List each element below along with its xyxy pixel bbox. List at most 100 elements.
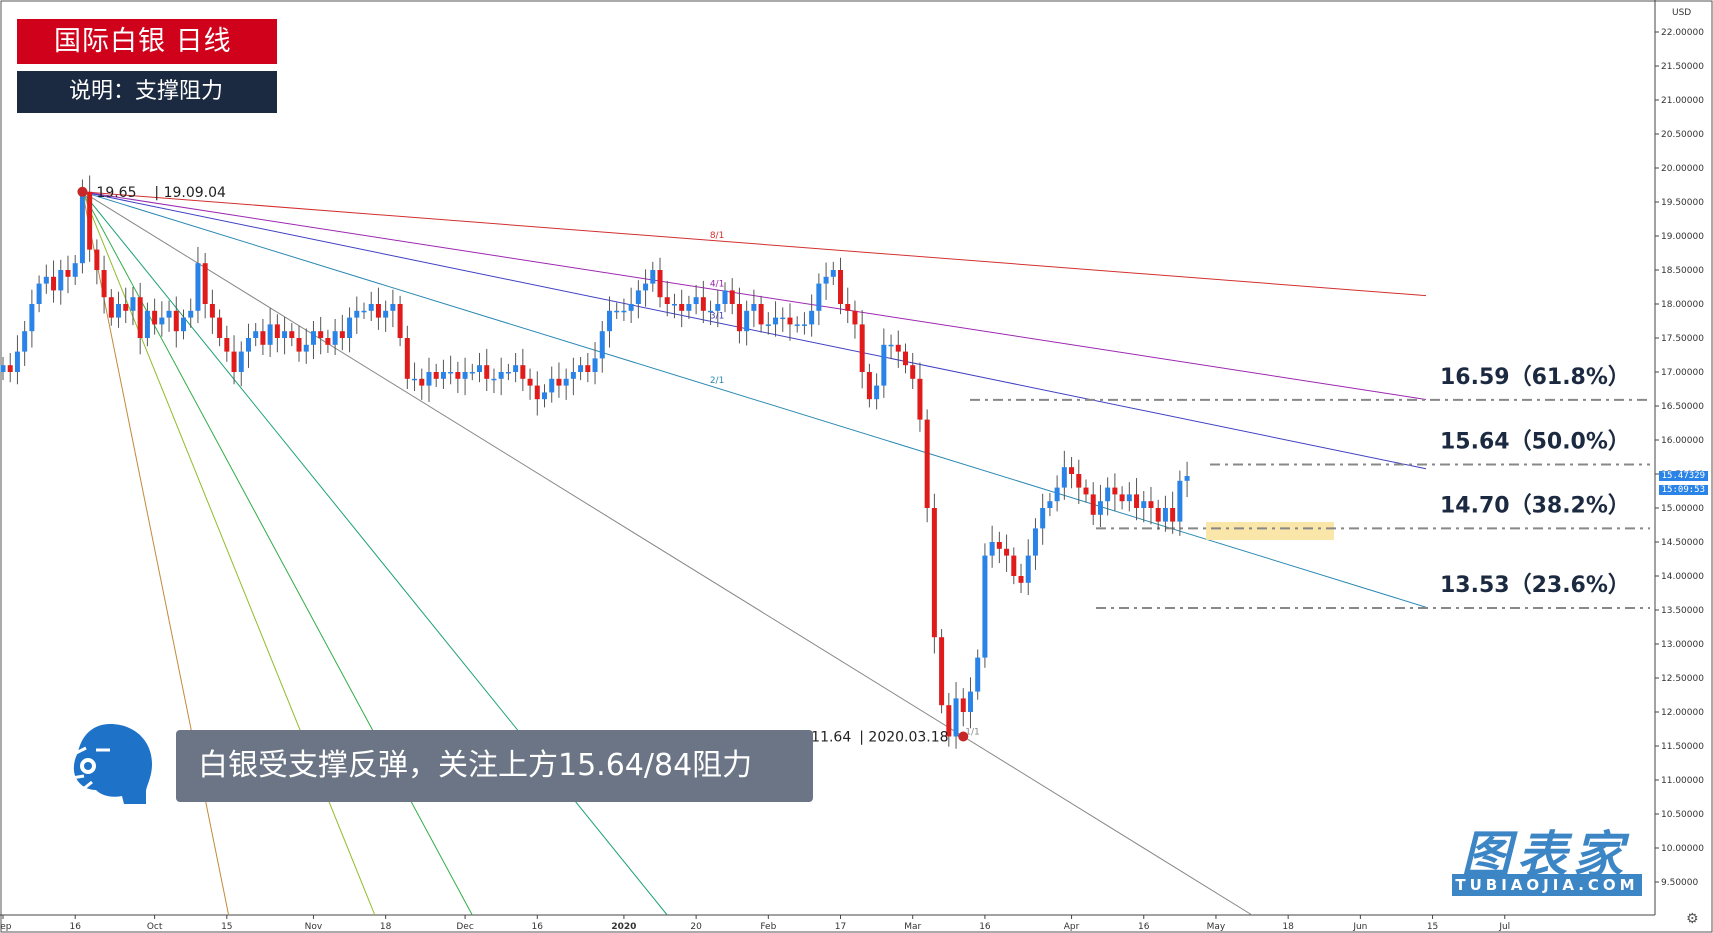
- candle-body: [758, 304, 764, 325]
- retracement-label: 14.70（38.2%）: [1440, 493, 1630, 518]
- candle-body: [412, 378, 418, 381]
- gann-label: 2/1: [710, 376, 724, 386]
- candle-body: [881, 344, 887, 386]
- currency-toggle[interactable]: [1664, 6, 1694, 22]
- candle-body: [217, 317, 223, 338]
- chart-title: 国际白银 日线: [17, 19, 277, 64]
- candle-body: [549, 378, 555, 393]
- candle-body: [1119, 494, 1125, 502]
- candle-body: [621, 310, 627, 313]
- candle-body: [238, 351, 244, 372]
- candle-body: [679, 304, 685, 311]
- candle-body: [43, 276, 49, 284]
- candle-body: [144, 310, 150, 338]
- candle-body: [628, 304, 634, 311]
- x-tick-label: Apr: [1064, 922, 1080, 932]
- x-tick-label: Nov: [305, 922, 323, 932]
- candle-body: [700, 297, 706, 311]
- x-tick-label: 17: [835, 922, 846, 932]
- candle-body: [708, 310, 714, 313]
- candle-body: [1090, 494, 1096, 515]
- candle-body: [152, 310, 158, 325]
- candle-body: [1069, 467, 1075, 474]
- candle-body: [946, 705, 952, 737]
- settings-gear-icon[interactable]: ⚙: [1686, 911, 1699, 927]
- x-tick-label: Jun: [1352, 922, 1367, 932]
- candle-body: [484, 365, 490, 379]
- candle-body: [339, 331, 345, 338]
- candle-body: [888, 344, 894, 347]
- x-tick-label: May: [1207, 922, 1226, 932]
- candle-body: [419, 378, 425, 386]
- candle-body: [736, 304, 742, 332]
- candle-body: [1105, 487, 1111, 502]
- candle-body: [830, 270, 836, 277]
- gann-fan-line: [82, 191, 1427, 470]
- candle-body: [542, 392, 547, 400]
- caption-text: 白银受支撑反弹，关注上方15.64/84阻力: [176, 730, 813, 802]
- candle-body: [116, 304, 122, 318]
- candle-body: [635, 290, 641, 304]
- x-tick-label: Mar: [904, 922, 921, 932]
- candle-body: [722, 290, 728, 304]
- last-price-tag: 15.47329: [1658, 471, 1708, 481]
- y-tick-label: 18.00000: [1661, 300, 1704, 310]
- candle-body: [1177, 480, 1183, 522]
- candle-body: [664, 297, 670, 304]
- gann-fan-line: [81, 191, 376, 916]
- y-tick-label: 15.00000: [1661, 504, 1704, 514]
- candle-body: [267, 324, 273, 345]
- candle-body: [592, 358, 598, 372]
- candle-body: [556, 378, 562, 386]
- candle-body: [1032, 528, 1038, 556]
- candle-body: [477, 365, 483, 372]
- candle-body: [1141, 501, 1147, 508]
- candle-body: [65, 270, 71, 277]
- y-tick-label: 14.00000: [1661, 572, 1704, 582]
- candle-body: [751, 304, 757, 311]
- candle-body: [578, 365, 584, 372]
- x-tick-label: Dec: [456, 922, 473, 932]
- high-price-label: 19.65: [96, 185, 136, 201]
- candle-body: [79, 191, 85, 264]
- candle-body: [375, 304, 381, 318]
- y-tick-label: 14.50000: [1661, 538, 1704, 548]
- candle-body: [563, 378, 569, 386]
- candle-body: [462, 372, 468, 379]
- x-tick-label: 20: [690, 922, 702, 932]
- candle-body: [1047, 501, 1053, 508]
- candle-body: [347, 317, 353, 338]
- x-tick-label: Sep: [0, 922, 12, 932]
- candle-body: [765, 324, 771, 326]
- y-tick-label: 12.50000: [1661, 674, 1704, 684]
- candle-body: [123, 304, 129, 311]
- candle-body: [780, 317, 786, 320]
- candle-body: [1097, 501, 1103, 515]
- candle-body: [686, 304, 692, 311]
- candle-body: [1061, 467, 1067, 488]
- x-tick-label: 16: [1138, 922, 1150, 932]
- y-tick-label: 11.50000: [1661, 742, 1704, 752]
- candle-body: [383, 310, 389, 318]
- candle-body: [274, 324, 280, 338]
- y-tick-label: 19.50000: [1661, 198, 1704, 208]
- candle-body: [1083, 487, 1089, 495]
- candle-body: [426, 372, 432, 386]
- candle-body: [917, 378, 923, 420]
- gann-label: 3/1: [710, 312, 724, 322]
- candle-body: [325, 338, 331, 345]
- y-tick-label: 13.00000: [1661, 640, 1704, 650]
- candle-body: [209, 304, 215, 318]
- candle-body: [1112, 487, 1118, 495]
- candle-body: [448, 372, 454, 374]
- candle-body: [166, 310, 172, 318]
- low-point-marker: [958, 731, 969, 742]
- candle-body: [397, 304, 403, 338]
- candle-body: [1184, 476, 1190, 481]
- candle-body: [975, 657, 981, 692]
- candle-body: [657, 270, 663, 298]
- candle-body: [173, 310, 179, 332]
- candle-body: [202, 263, 208, 304]
- candle-body: [491, 378, 497, 381]
